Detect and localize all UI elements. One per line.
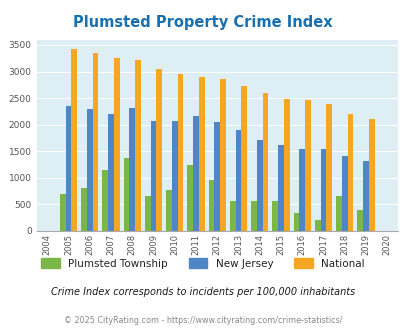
Bar <box>362 161 368 231</box>
Bar <box>368 119 374 231</box>
Bar <box>320 149 326 231</box>
Bar <box>150 121 156 231</box>
Bar <box>356 210 362 231</box>
Bar <box>171 121 177 231</box>
Bar <box>272 201 277 231</box>
Bar <box>145 196 150 231</box>
Legend: Plumsted Township, New Jersey, National: Plumsted Township, New Jersey, National <box>41 258 364 269</box>
Bar <box>81 188 87 231</box>
Bar <box>156 69 162 231</box>
Bar <box>92 53 98 231</box>
Bar <box>71 49 77 231</box>
Bar <box>256 140 262 231</box>
Bar <box>198 77 204 231</box>
Bar <box>102 170 108 231</box>
Bar <box>65 106 71 231</box>
Bar <box>220 79 225 231</box>
Bar <box>347 114 352 231</box>
Bar <box>235 130 241 231</box>
Bar <box>298 149 304 231</box>
Text: Crime Index corresponds to incidents per 100,000 inhabitants: Crime Index corresponds to incidents per… <box>51 287 354 297</box>
Bar <box>187 165 193 231</box>
Bar <box>277 146 283 231</box>
Bar <box>241 86 247 231</box>
Bar <box>341 156 347 231</box>
Bar <box>166 189 171 231</box>
Bar <box>113 58 119 231</box>
Bar <box>304 100 310 231</box>
Bar <box>262 93 268 231</box>
Bar <box>214 122 220 231</box>
Bar <box>177 74 183 231</box>
Bar <box>314 220 320 231</box>
Bar <box>123 158 129 231</box>
Bar <box>108 114 113 231</box>
Bar <box>208 181 214 231</box>
Bar <box>135 60 141 231</box>
Text: Plumsted Property Crime Index: Plumsted Property Crime Index <box>73 15 332 30</box>
Bar <box>335 196 341 231</box>
Text: © 2025 CityRating.com - https://www.cityrating.com/crime-statistics/: © 2025 CityRating.com - https://www.city… <box>64 316 341 325</box>
Bar <box>293 213 298 231</box>
Bar <box>283 99 289 231</box>
Bar <box>326 105 331 231</box>
Bar <box>129 108 135 231</box>
Bar <box>87 109 92 231</box>
Bar <box>193 116 198 231</box>
Bar <box>229 201 235 231</box>
Bar <box>60 194 65 231</box>
Bar <box>251 201 256 231</box>
